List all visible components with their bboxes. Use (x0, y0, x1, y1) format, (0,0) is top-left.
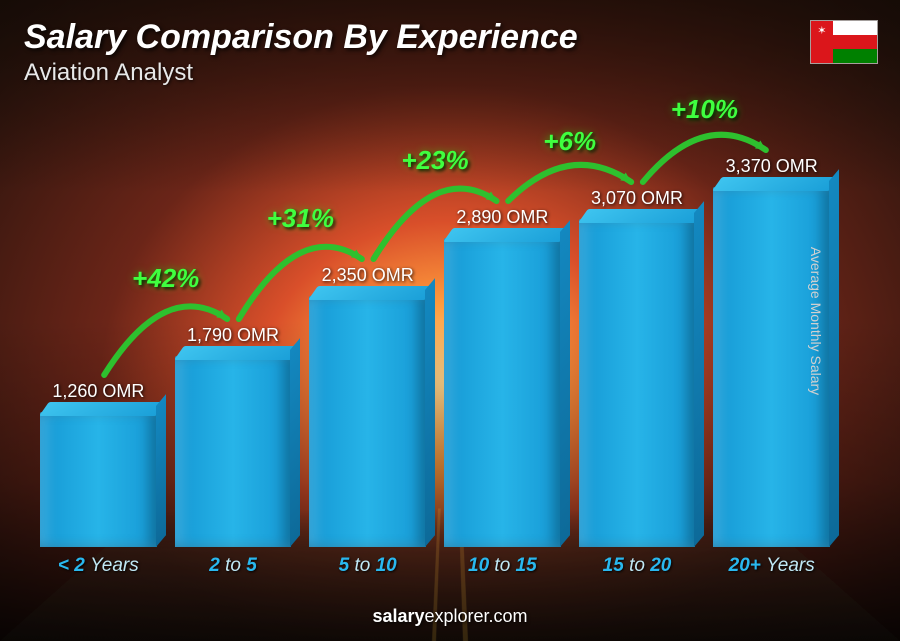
growth-arrow-5 (30, 91, 840, 571)
header: Salary Comparison By Experience Aviation… (24, 18, 578, 87)
salary-bar-chart: 1,260 OMR 1,790 OMR 2,350 OMR 2,890 OMR … (30, 91, 840, 571)
country-flag-oman (810, 20, 878, 64)
pct-text: +10% (671, 94, 738, 124)
flag-stripe-green (833, 49, 877, 63)
footer-attribution: salaryexplorer.com (0, 606, 900, 627)
flag-canton (811, 21, 833, 63)
flag-stripes (833, 21, 877, 63)
page-title: Salary Comparison By Experience (24, 18, 578, 57)
footer-brand-bold: salary (372, 606, 424, 626)
footer-brand-rest: explorer.com (425, 606, 528, 626)
pct-badge-5: +10% (671, 94, 738, 125)
flag-stripe-red (833, 35, 877, 49)
flag-stripe-white (833, 21, 877, 35)
page-subtitle: Aviation Analyst (24, 59, 578, 87)
y-axis-label: Average Monthly Salary (808, 246, 824, 394)
